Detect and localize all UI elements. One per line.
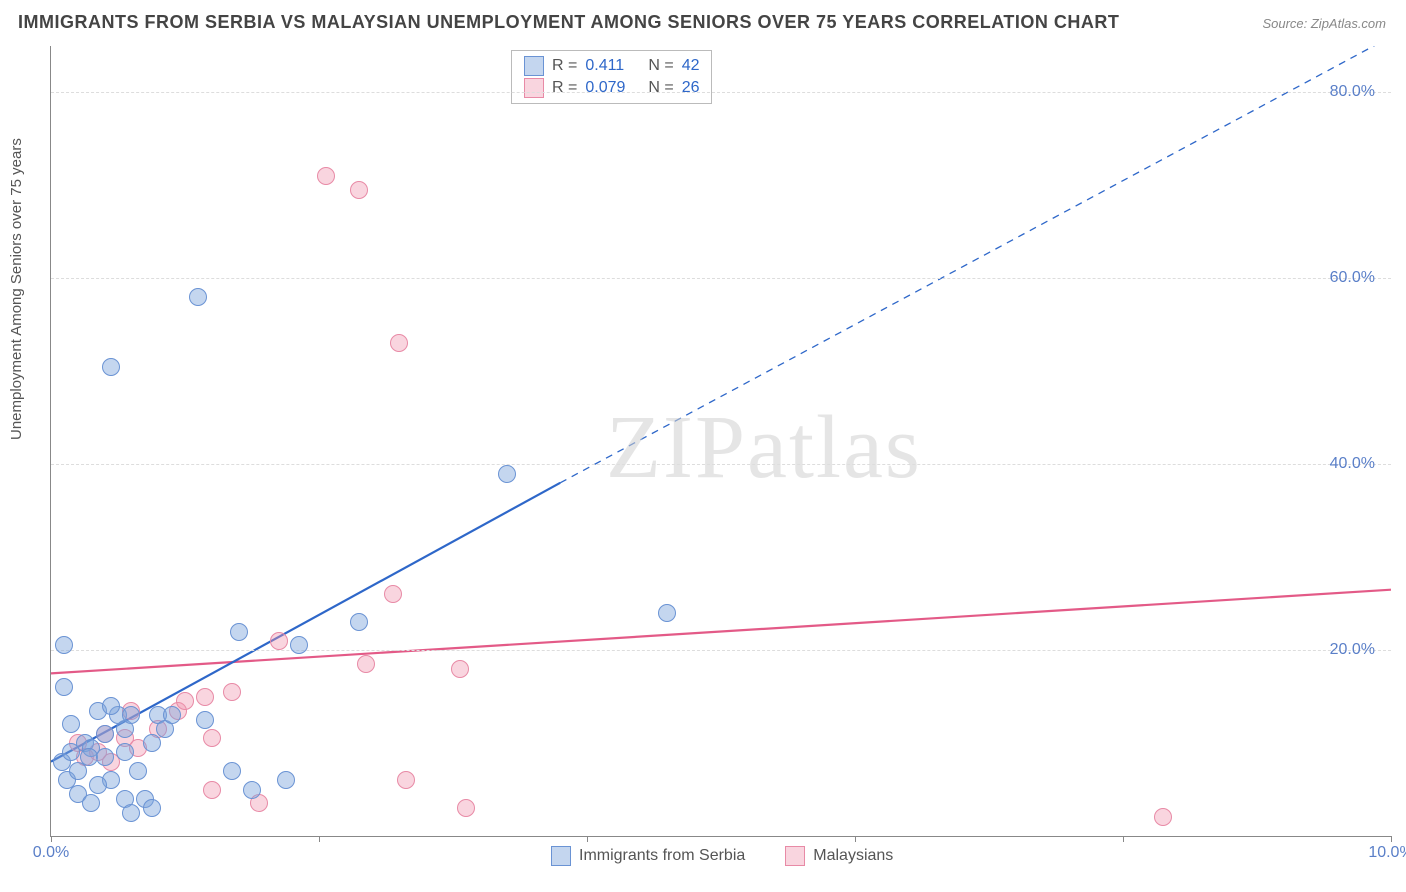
data-point [203, 729, 221, 747]
data-point [384, 585, 402, 603]
data-point [451, 660, 469, 678]
x-tick-label: 0.0% [33, 844, 69, 862]
y-tick-label: 60.0% [1330, 269, 1383, 287]
data-point [290, 636, 308, 654]
grid-line [51, 92, 1391, 93]
data-point [176, 692, 194, 710]
series-label: Malaysians [813, 847, 893, 865]
grid-line [51, 278, 1391, 279]
x-tick [319, 836, 320, 842]
data-point [96, 725, 114, 743]
data-point [102, 358, 120, 376]
y-axis-label: Unemployment Among Seniors over 75 years [8, 138, 25, 440]
r-label: R = [552, 57, 577, 75]
data-point [89, 776, 107, 794]
series-label: Immigrants from Serbia [579, 847, 745, 865]
data-point [82, 794, 100, 812]
legend-swatch [524, 56, 544, 76]
y-tick-label: 20.0% [1330, 641, 1383, 659]
source-prefix: Source: [1262, 16, 1310, 31]
n-value: 26 [682, 79, 700, 97]
data-point [203, 781, 221, 799]
series-legend-item: Malaysians [785, 846, 893, 866]
data-point [189, 288, 207, 306]
data-point [230, 623, 248, 641]
data-point [223, 762, 241, 780]
r-label: R = [552, 79, 577, 97]
source-attribution: Source: ZipAtlas.com [1262, 16, 1386, 31]
chart-title: IMMIGRANTS FROM SERBIA VS MALAYSIAN UNEM… [18, 12, 1119, 33]
x-tick [855, 836, 856, 842]
watermark: ZIPatlas [606, 396, 922, 499]
data-point [55, 678, 73, 696]
y-tick-label: 80.0% [1330, 83, 1383, 101]
data-point [143, 734, 161, 752]
data-point [277, 771, 295, 789]
series-legend: Immigrants from Serbia Malaysians [551, 846, 893, 866]
data-point [357, 655, 375, 673]
data-point [196, 688, 214, 706]
correlation-legend: R = 0.411 N = 42 R = 0.079 N = 26 [511, 50, 712, 104]
data-point [243, 781, 261, 799]
data-point [143, 799, 161, 817]
data-point [1154, 808, 1172, 826]
data-point [129, 762, 147, 780]
x-tick [1391, 836, 1392, 842]
data-point [62, 743, 80, 761]
data-point [397, 771, 415, 789]
grid-line [51, 650, 1391, 651]
x-tick [51, 836, 52, 842]
r-value: 0.411 [585, 57, 640, 75]
data-point [163, 706, 181, 724]
plot-area: ZIPatlas R =0.411N =42R =0.079N =26 Immi… [50, 46, 1391, 837]
legend-swatch [785, 846, 805, 866]
r-value: 0.079 [585, 79, 640, 97]
trend-lines-layer [51, 46, 1391, 836]
series-legend-item: Immigrants from Serbia [551, 846, 745, 866]
legend-row: R = 0.079 N = 26 [524, 77, 699, 99]
data-point [55, 636, 73, 654]
data-point [122, 706, 140, 724]
source-link[interactable]: ZipAtlas.com [1311, 16, 1386, 31]
grid-line [51, 464, 1391, 465]
y-tick-label: 40.0% [1330, 455, 1383, 473]
legend-swatch [524, 78, 544, 98]
legend-row: R = 0.411 N = 42 [524, 55, 699, 77]
x-tick-label: 10.0% [1368, 844, 1406, 862]
x-tick [1123, 836, 1124, 842]
data-point [270, 632, 288, 650]
n-label: N = [648, 57, 673, 75]
data-point [122, 804, 140, 822]
data-point [62, 715, 80, 733]
data-point [350, 181, 368, 199]
data-point [457, 799, 475, 817]
data-point [96, 748, 114, 766]
data-point [350, 613, 368, 631]
x-tick [587, 836, 588, 842]
legend-swatch [551, 846, 571, 866]
data-point [102, 697, 120, 715]
data-point [658, 604, 676, 622]
data-point [498, 465, 516, 483]
n-value: 42 [682, 57, 700, 75]
data-point [196, 711, 214, 729]
data-point [317, 167, 335, 185]
data-point [390, 334, 408, 352]
data-point [223, 683, 241, 701]
n-label: N = [648, 79, 673, 97]
data-point [116, 743, 134, 761]
